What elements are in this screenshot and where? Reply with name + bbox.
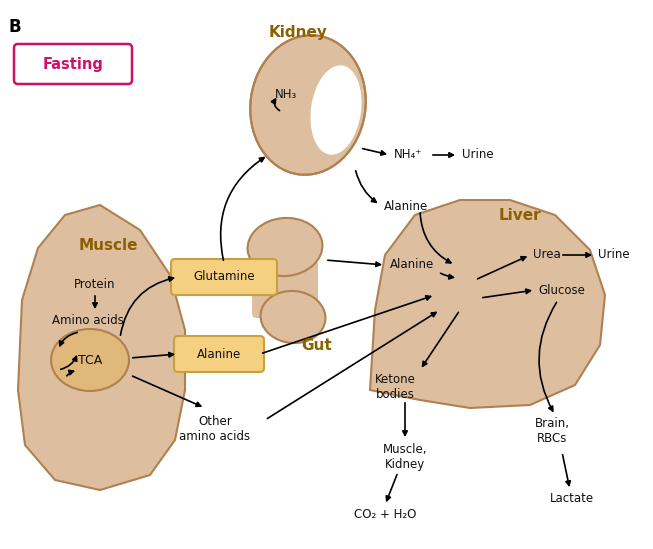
- Text: Liver: Liver: [499, 208, 541, 222]
- Text: Alanine: Alanine: [390, 259, 434, 272]
- Text: TCA: TCA: [78, 354, 102, 367]
- Text: Lactate: Lactate: [550, 492, 594, 505]
- Text: Muscle,
Kidney: Muscle, Kidney: [383, 443, 427, 471]
- Polygon shape: [370, 200, 605, 408]
- Text: Alanine: Alanine: [384, 200, 428, 214]
- Text: B: B: [8, 18, 21, 36]
- Text: NH₄⁺: NH₄⁺: [394, 148, 422, 161]
- Text: Protein: Protein: [74, 278, 116, 292]
- Ellipse shape: [250, 35, 366, 175]
- Polygon shape: [18, 205, 185, 490]
- Text: Urea: Urea: [533, 249, 561, 261]
- Text: NH₃: NH₃: [275, 88, 297, 102]
- FancyBboxPatch shape: [174, 336, 264, 372]
- Ellipse shape: [51, 329, 129, 391]
- Text: Amino acids: Amino acids: [52, 313, 124, 327]
- Text: Other
amino acids: Other amino acids: [180, 415, 251, 443]
- Text: Glutamine: Glutamine: [193, 271, 255, 283]
- Text: Fasting: Fasting: [42, 57, 103, 71]
- Ellipse shape: [247, 218, 323, 276]
- Text: Urine: Urine: [598, 249, 629, 261]
- Text: Glucose: Glucose: [538, 283, 585, 296]
- Text: Brain,
RBCs: Brain, RBCs: [535, 417, 569, 445]
- Ellipse shape: [310, 65, 362, 155]
- FancyBboxPatch shape: [14, 44, 132, 84]
- Text: Gut: Gut: [302, 338, 332, 352]
- Text: CO₂ + H₂O: CO₂ + H₂O: [354, 508, 416, 521]
- Text: Alanine: Alanine: [197, 348, 241, 361]
- Text: Urine: Urine: [462, 148, 494, 161]
- Ellipse shape: [261, 291, 325, 343]
- FancyBboxPatch shape: [171, 259, 277, 295]
- FancyBboxPatch shape: [252, 260, 318, 318]
- Text: Kidney: Kidney: [268, 25, 327, 40]
- Text: Ketone
bodies: Ketone bodies: [375, 373, 415, 401]
- Text: Muscle: Muscle: [78, 238, 138, 253]
